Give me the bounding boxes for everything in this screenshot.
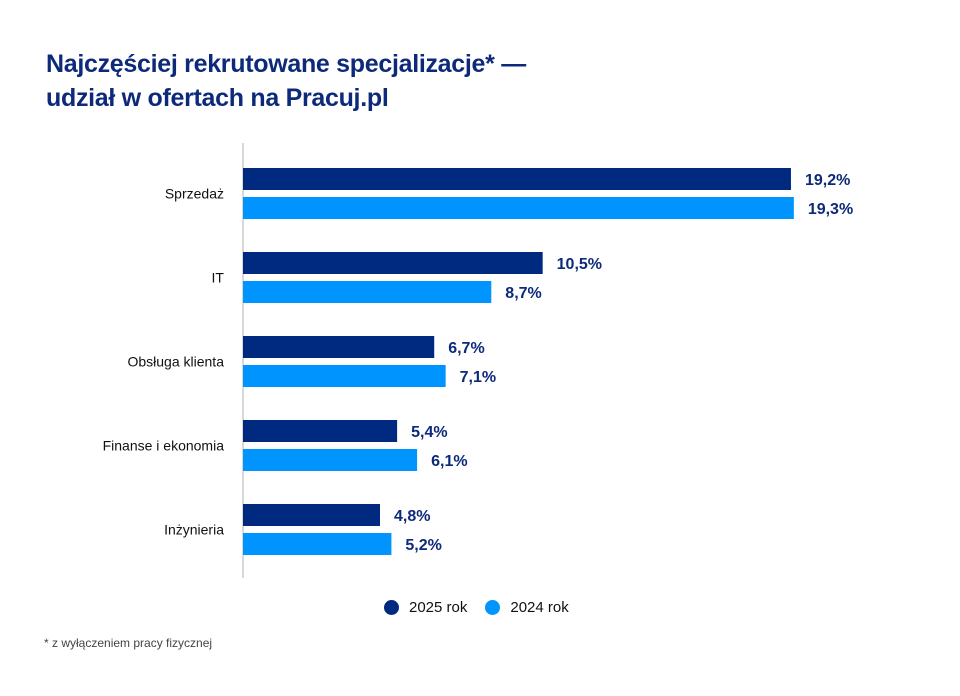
chart-title: Najczęściej rekrutowane specjalizacje* —… — [46, 47, 526, 115]
data-label: 6,7% — [448, 340, 484, 357]
legend-label-2024: 2024 rok — [510, 599, 569, 616]
data-label: 8,7% — [505, 285, 541, 302]
bar — [243, 365, 446, 387]
legend-dot-2024 — [485, 600, 501, 615]
data-label: 6,1% — [431, 453, 467, 470]
bar — [243, 504, 380, 526]
title-line-1: Najczęściej rekrutowane specjalizacje* — — [46, 50, 526, 78]
bar — [243, 449, 418, 471]
legend: 2025 rok 2024 rok — [384, 599, 587, 616]
category-label: IT — [212, 270, 225, 286]
title-line-2: udział w ofertach na Pracuj.pl — [46, 84, 389, 112]
legend-item-2024: 2024 rok — [485, 599, 569, 616]
data-label: 5,2% — [405, 537, 441, 554]
data-label: 5,4% — [411, 424, 447, 441]
category-label: Finanse i ekonomia — [103, 438, 225, 454]
bar — [243, 533, 392, 555]
legend-dot-2025 — [384, 600, 399, 615]
category-label: Obsługa klienta — [127, 354, 224, 370]
data-label: 19,3% — [808, 201, 853, 218]
category-label: Inżynieria — [164, 522, 224, 538]
footnote: * z wyłączeniem pracy fizycznej — [44, 636, 213, 650]
bar — [243, 168, 791, 190]
bar — [243, 336, 435, 358]
legend-item-2025: 2025 rok — [384, 599, 467, 616]
bar — [243, 252, 543, 274]
bar — [243, 197, 794, 219]
data-label: 19,2% — [805, 172, 850, 189]
data-label: 7,1% — [460, 369, 496, 386]
bar — [243, 281, 492, 303]
data-label: 10,5% — [557, 256, 602, 273]
legend-label-2025: 2025 rok — [409, 599, 468, 616]
category-label: Sprzedaż — [165, 186, 224, 202]
bar — [243, 420, 398, 442]
data-label: 4,8% — [394, 508, 430, 525]
